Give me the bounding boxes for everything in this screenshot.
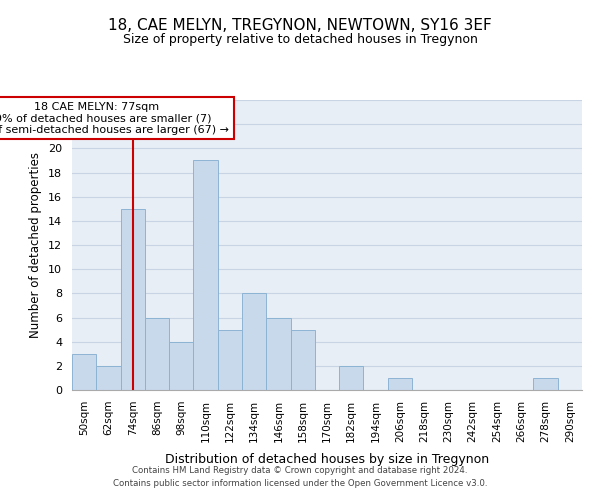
Bar xyxy=(72,354,96,390)
Bar xyxy=(266,318,290,390)
Text: Contains HM Land Registry data © Crown copyright and database right 2024.
Contai: Contains HM Land Registry data © Crown c… xyxy=(113,466,487,487)
Text: 18, CAE MELYN, TREGYNON, NEWTOWN, SY16 3EF: 18, CAE MELYN, TREGYNON, NEWTOWN, SY16 3… xyxy=(108,18,492,32)
Text: Size of property relative to detached houses in Tregynon: Size of property relative to detached ho… xyxy=(122,32,478,46)
Bar xyxy=(290,330,315,390)
Bar xyxy=(145,318,169,390)
Bar xyxy=(169,342,193,390)
Bar xyxy=(339,366,364,390)
X-axis label: Distribution of detached houses by size in Tregynon: Distribution of detached houses by size … xyxy=(165,453,489,466)
Bar xyxy=(96,366,121,390)
Bar xyxy=(218,330,242,390)
Bar xyxy=(388,378,412,390)
Y-axis label: Number of detached properties: Number of detached properties xyxy=(29,152,43,338)
Bar xyxy=(242,294,266,390)
Text: 18 CAE MELYN: 77sqm
← 9% of detached houses are smaller (7)
88% of semi-detached: 18 CAE MELYN: 77sqm ← 9% of detached hou… xyxy=(0,102,229,134)
Bar xyxy=(533,378,558,390)
Bar xyxy=(193,160,218,390)
Bar xyxy=(121,209,145,390)
